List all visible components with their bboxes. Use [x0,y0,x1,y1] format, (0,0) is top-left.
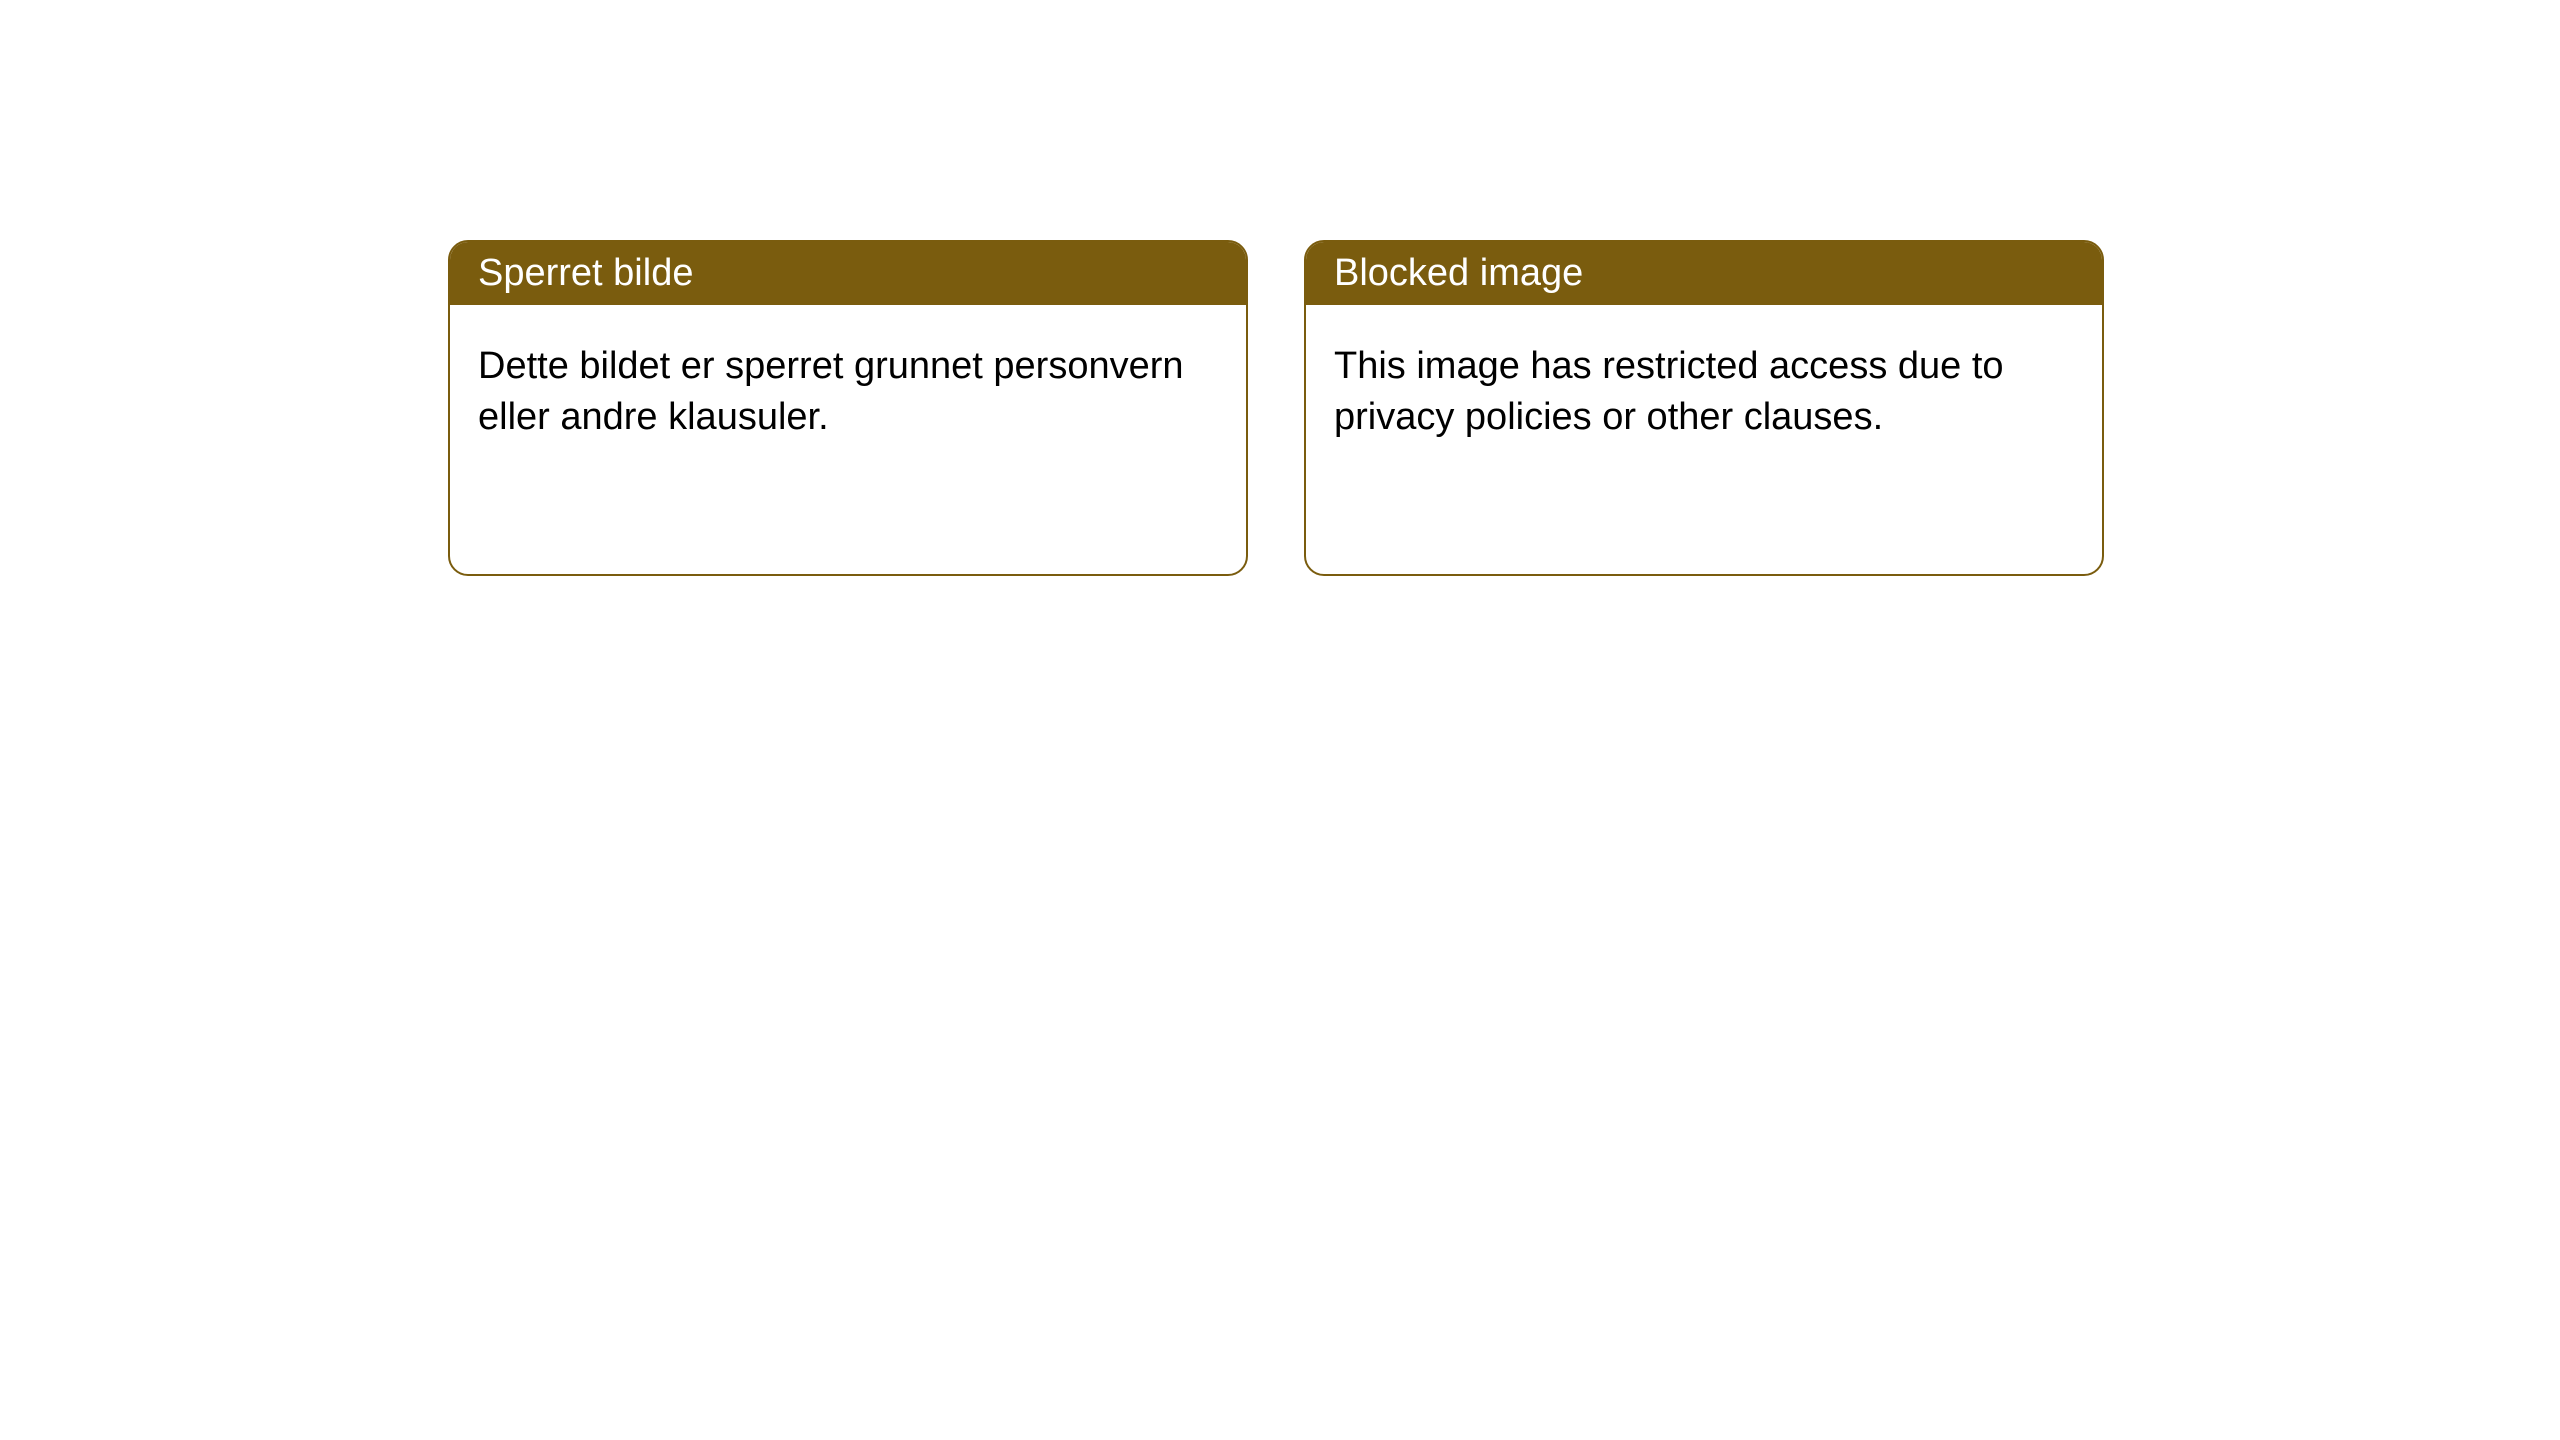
cards-container: Sperret bilde Dette bildet er sperret gr… [448,240,2560,576]
card-header-english: Blocked image [1306,242,2102,305]
card-norwegian: Sperret bilde Dette bildet er sperret gr… [448,240,1248,576]
card-header-norwegian: Sperret bilde [450,242,1246,305]
card-english: Blocked image This image has restricted … [1304,240,2104,576]
card-body-norwegian: Dette bildet er sperret grunnet personve… [450,305,1246,480]
card-body-english: This image has restricted access due to … [1306,305,2102,480]
